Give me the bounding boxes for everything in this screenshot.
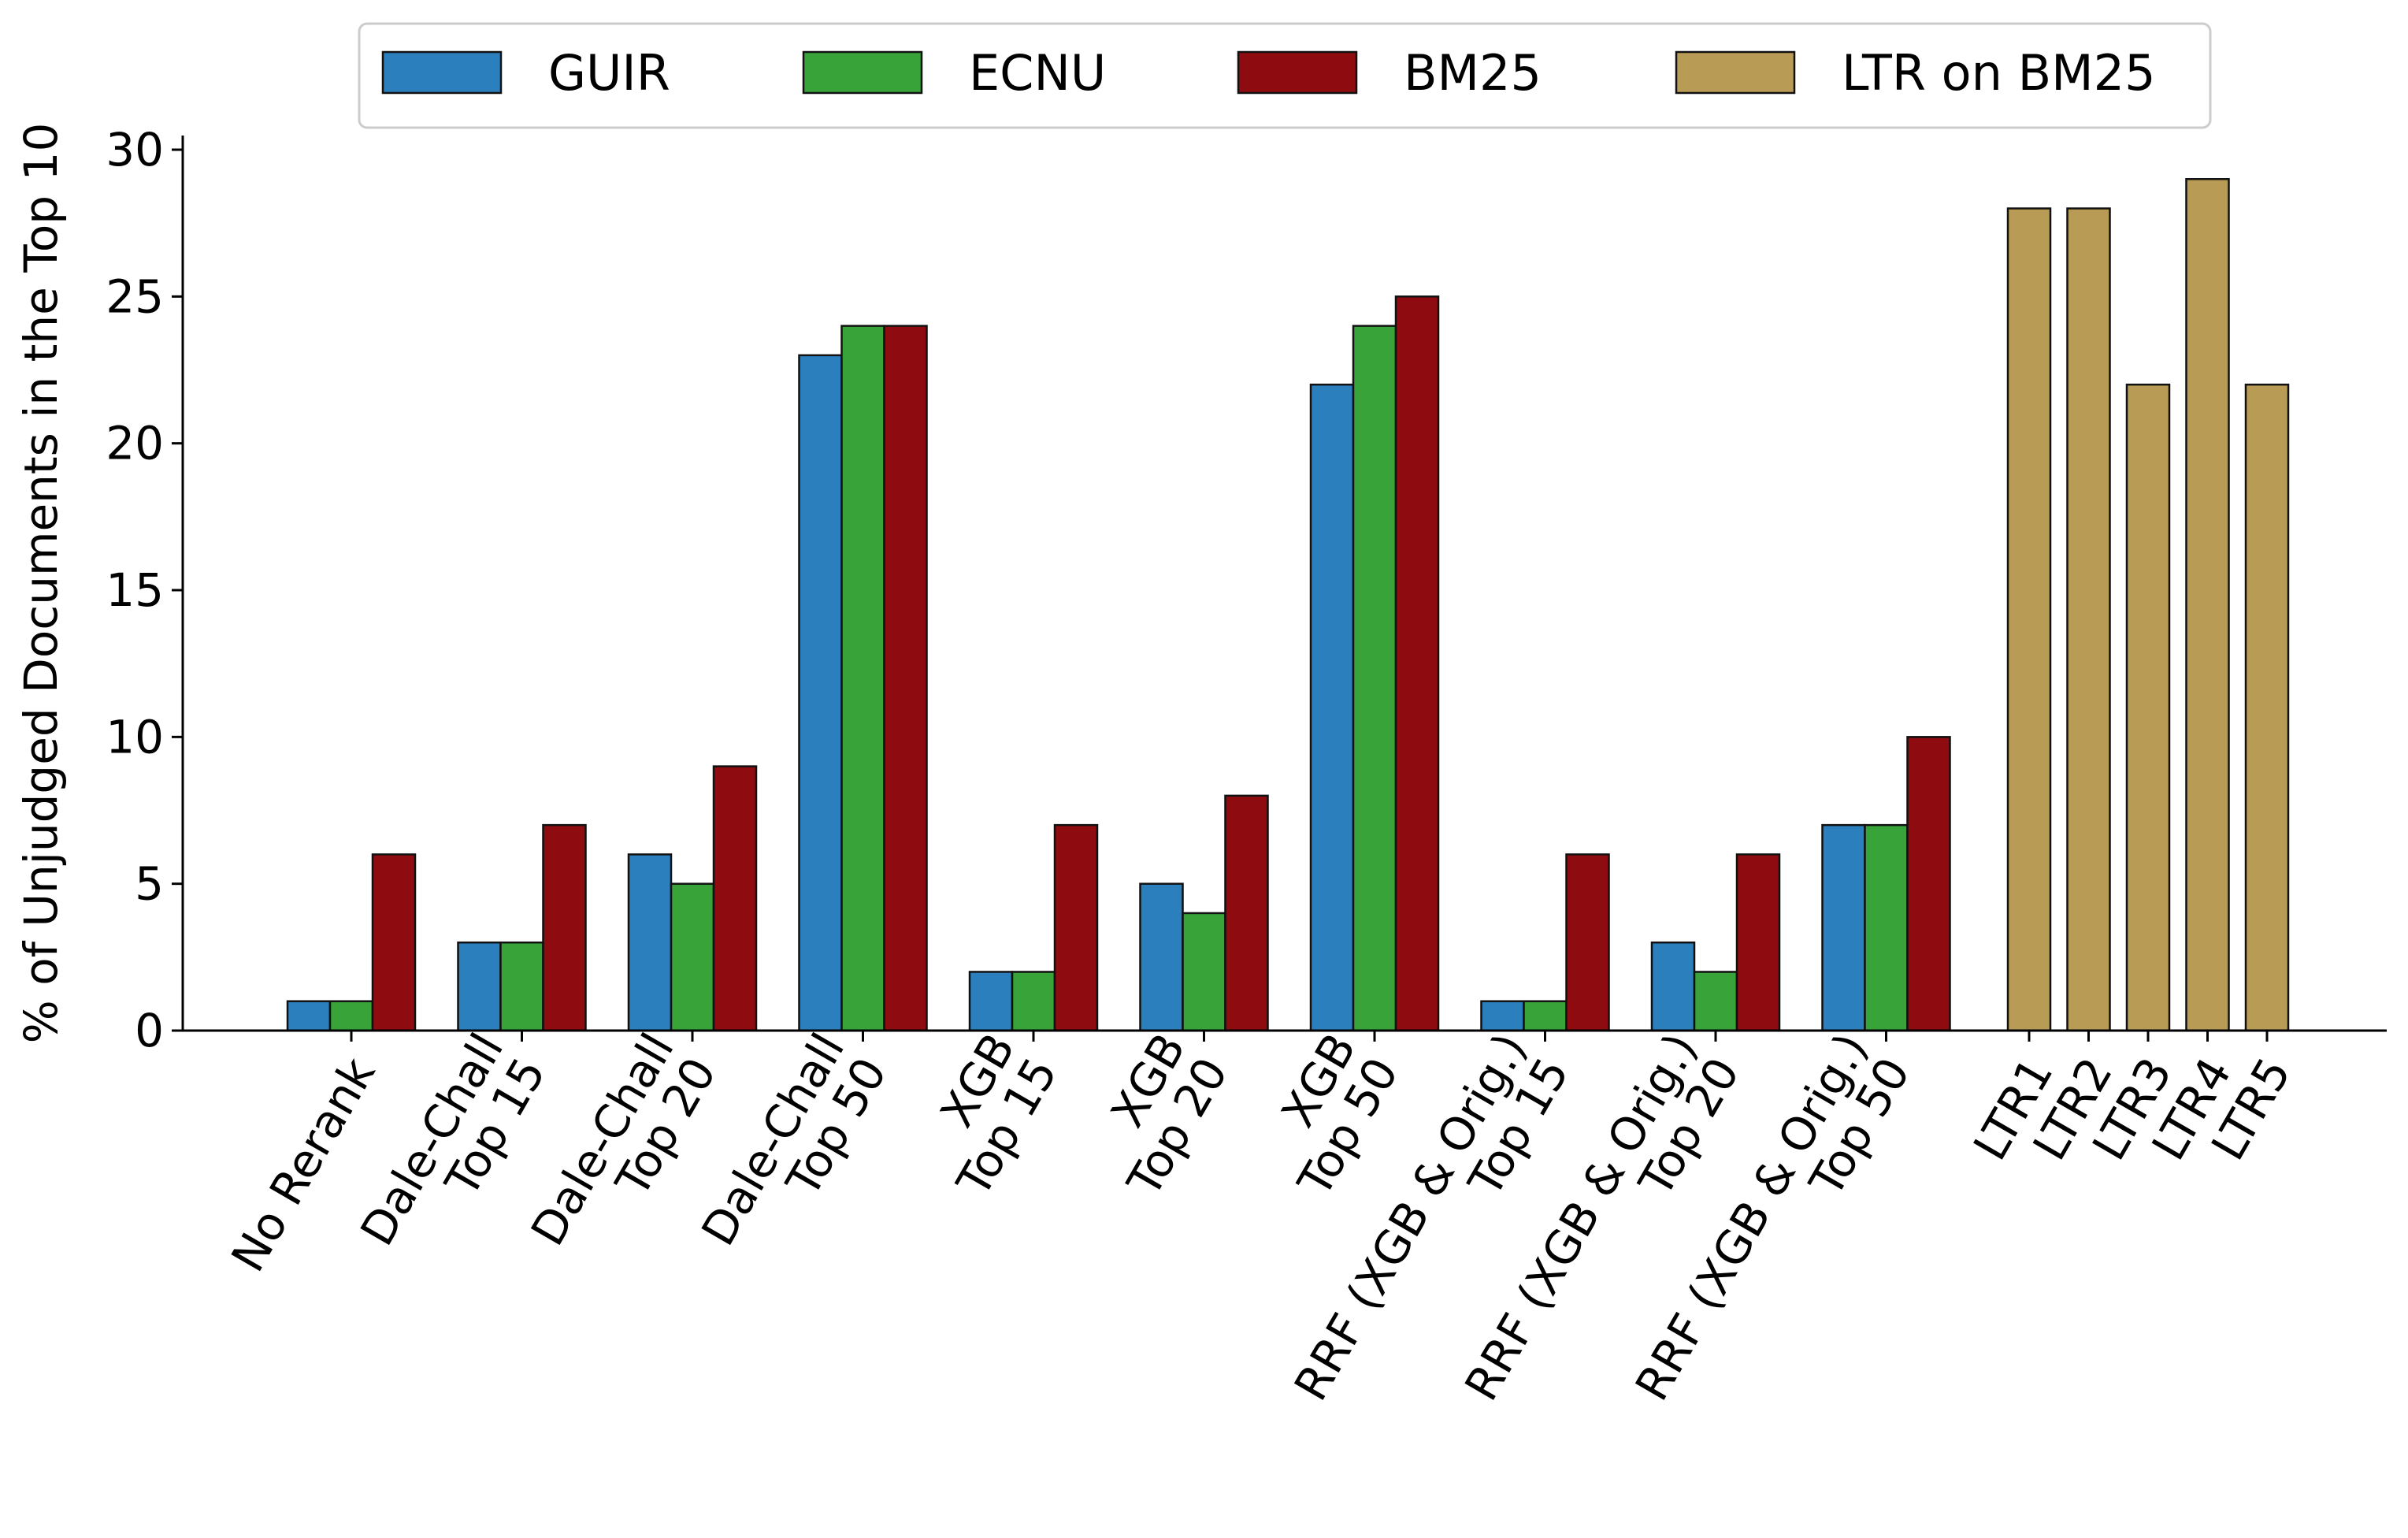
bar-guir-0 (286, 1000, 332, 1032)
legend: GUIR ECNU BM25 LTR on BM25 (358, 22, 2212, 129)
bar-guir-7 (1480, 1000, 1525, 1032)
y-tick-label: 0 (135, 1004, 164, 1057)
legend-swatch-3 (1675, 50, 1796, 95)
bar-bm25-6 (1394, 295, 1440, 1032)
bar-ecnu-6 (1352, 325, 1397, 1032)
bar-bm25-9 (1906, 736, 1951, 1032)
bar-bm25-5 (1224, 794, 1269, 1032)
legend-swatch-1 (802, 50, 923, 95)
y-tick-label: 5 (135, 857, 164, 911)
x-tick-label-0: No Rerank (221, 1049, 385, 1281)
x-tick-label-2: Dale-ChallTop 20 (521, 1024, 727, 1279)
legend-label-3: LTR on BM25 (1842, 44, 2156, 102)
bar-ecnu-2 (670, 882, 715, 1032)
x-tick-label-5: XGBTop 20 (1074, 1024, 1238, 1206)
bar-bm25-3 (883, 325, 928, 1032)
bar-bm25-2 (712, 765, 758, 1032)
y-tick-labels: 0 5 10 15 20 25 30 (106, 123, 164, 1057)
bar-ecnu-4 (1011, 971, 1056, 1032)
y-tick-label: 30 (106, 123, 164, 176)
y-tick-label: 25 (106, 269, 164, 323)
bars-layer (286, 178, 2290, 1032)
bar-guir-2 (627, 853, 673, 1032)
y-tick-label: 10 (106, 710, 164, 763)
legend-label-0: GUIR (548, 44, 670, 102)
bar-guir-9 (1821, 823, 1866, 1032)
bar-ecnu-9 (1864, 823, 1909, 1032)
bar-ltr-4 (2185, 178, 2230, 1032)
bar-bm25-4 (1053, 823, 1099, 1032)
bar-ecnu-7 (1523, 1000, 1568, 1032)
bar-ecnu-0 (328, 1000, 374, 1032)
bar-ecnu-5 (1182, 912, 1226, 1032)
legend-label-2: BM25 (1404, 44, 1542, 102)
y-tick-label: 20 (106, 417, 164, 470)
bar-guir-6 (1309, 383, 1355, 1032)
bar-bm25-8 (1735, 853, 1781, 1032)
x-tick-label-6: XGBTop 50 (1245, 1024, 1408, 1206)
bar-ltr-1 (2006, 207, 2052, 1032)
bar-ltr-2 (2066, 207, 2111, 1032)
bar-guir-8 (1650, 941, 1696, 1032)
bar-guir-1 (457, 941, 502, 1032)
bar-ecnu-3 (840, 325, 885, 1032)
bar-guir-5 (1139, 882, 1184, 1032)
x-tick-label-1: Dale-ChallTop 15 (350, 1024, 556, 1279)
bar-bm25-1 (542, 823, 587, 1032)
bar-ltr-3 (2125, 383, 2171, 1032)
bar-bm25-7 (1565, 853, 1610, 1032)
bar-bm25-0 (371, 853, 417, 1032)
y-tick-label: 15 (106, 563, 164, 617)
legend-label-1: ECNU (969, 44, 1106, 102)
bar-ecnu-1 (499, 941, 544, 1032)
bar-guir-4 (968, 971, 1014, 1032)
legend-swatch-2 (1237, 50, 1358, 95)
x-tick-label-3: Dale-ChallTop 50 (691, 1024, 897, 1279)
bar-ltr-5 (2244, 383, 2290, 1032)
bar-guir-3 (798, 354, 843, 1032)
y-axis-label: % of Unjudged Documents in the Top 10 (14, 123, 68, 1044)
legend-swatch-0 (381, 50, 503, 95)
axes-layer (172, 136, 2387, 1042)
bar-ecnu-8 (1693, 971, 1738, 1032)
x-tick-label-4: XGBTop 15 (903, 1024, 1067, 1206)
